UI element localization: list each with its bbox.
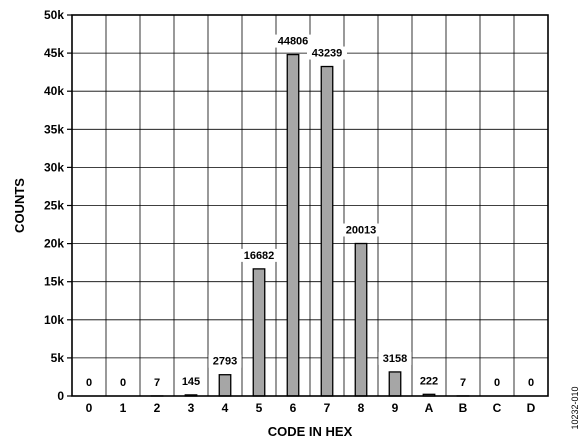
x-tick-label: 2 [154,401,161,415]
x-tick-label: 9 [392,401,399,415]
y-tick-label: 0 [57,389,64,403]
data-label-bg [456,375,470,389]
data-label: 145 [182,376,200,388]
bar [354,242,368,397]
y-tick-label: 40k [44,84,64,98]
grid-lines [72,15,548,396]
data-label: 2793 [213,356,237,368]
x-tick-label: 8 [358,401,365,415]
data-label: 7 [460,377,466,389]
x-tick-label: A [425,401,434,415]
x-tick-label: B [459,401,468,415]
data-label-bg [273,34,313,48]
data-label-bg [177,374,205,388]
data-label: 43239 [312,48,343,60]
data-label: 7 [154,377,160,389]
x-tick-label: C [493,401,502,415]
y-tick-label: 15k [44,275,64,289]
x-tick-label: 6 [290,401,297,415]
x-tick-label: 4 [222,401,229,415]
bar [252,268,266,397]
data-label-bg [490,376,504,389]
x-tick-label: D [527,401,536,415]
x-axis-ticks: 0 1 2 3 4 5 6 7 8 9 A B C D [86,401,536,415]
data-label: 0 [494,377,500,389]
data-label: 0 [528,377,534,389]
bar [320,65,334,397]
data-label: 0 [86,377,92,389]
y-tick-label: 45k [44,46,64,60]
bar [286,53,300,397]
figure-id-note: 10232-010 [570,386,580,429]
data-label: 3158 [383,353,407,365]
y-axis-title: COUNTS [12,178,27,233]
data-label: 44806 [278,36,309,48]
bar [218,374,232,397]
data-label-bg [208,354,242,368]
y-tick-label: 10k [44,313,64,327]
data-label-bg [82,376,96,389]
y-tick-label: 50k [44,8,64,22]
x-tick-label: 5 [256,401,263,415]
data-label-bg [150,375,164,389]
data-label: 0 [120,377,126,389]
data-label-bg [524,376,538,389]
data-label-bg [341,223,381,237]
data-label: 16682 [244,250,275,262]
x-tick-label: 7 [324,401,331,415]
data-label-bg [239,248,279,262]
data-label-bg [378,351,412,365]
x-axis-title: CODE IN HEX [268,424,353,439]
data-label-bg [307,46,347,60]
x-tick-label: 3 [188,401,195,415]
x-tick-label: 0 [86,401,93,415]
y-tick-label: 20k [44,237,64,251]
x-tick-label: 1 [120,401,127,415]
y-tick-label: 25k [44,199,64,213]
data-label: 222 [420,375,438,387]
bar [388,371,402,397]
y-tick-label: 35k [44,122,64,136]
data-label-bg [116,376,130,389]
y-tick-label: 30k [44,160,64,174]
y-tick-label: 5k [51,351,65,365]
data-label-bg [415,374,443,388]
y-axis-ticks: 0 5k 10k 15k 20k 25k 30k 35k 40k 45k 50k [44,8,72,403]
data-label: 20013 [346,225,377,237]
